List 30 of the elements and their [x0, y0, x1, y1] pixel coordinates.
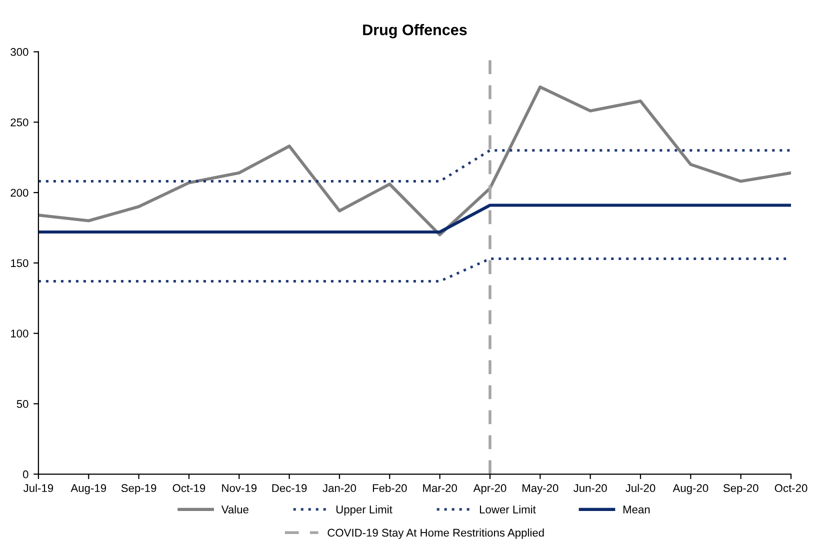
- y-tick-label: 250: [10, 118, 28, 126]
- y-tick-label: 0: [22, 470, 28, 478]
- y-tick-label: 50: [16, 400, 28, 408]
- x-tick-label: Aug-20: [672, 484, 708, 494]
- legend-label: COVID-19 Stay At Home Restritions Applied: [328, 528, 544, 539]
- chart-title: Drug Offences: [363, 24, 467, 38]
- x-tick-label: Feb-20: [372, 484, 407, 492]
- x-tick-label: Jun-20: [574, 484, 607, 492]
- x-tick-label: Oct-19: [172, 484, 206, 492]
- x-tick-label: Apr-20: [473, 484, 506, 494]
- x-tick-label: Dec-19: [272, 484, 307, 492]
- x-tick-label: Jan-20: [322, 484, 356, 492]
- legend-label: Mean: [623, 506, 650, 514]
- legend-label: Value: [221, 505, 248, 514]
- x-tick-label: May-20: [522, 484, 558, 494]
- y-tick-label: 100: [11, 330, 28, 338]
- x-tick-label: Sep-19: [121, 484, 156, 494]
- x-tick-label: Mar-20: [423, 484, 457, 492]
- y-tick-label: 150: [11, 259, 28, 268]
- y-tick-label: 300: [10, 48, 28, 56]
- x-tick-label: Nov-19: [222, 484, 257, 492]
- legend-label: Lower Limit: [480, 505, 536, 514]
- legend-label: Upper Limit: [336, 505, 392, 516]
- x-tick-label: Aug-19: [70, 484, 106, 494]
- x-tick-label: Jul-19: [23, 484, 54, 492]
- x-tick-label: Oct-20: [774, 484, 808, 492]
- x-tick-label: Jul-20: [626, 484, 656, 492]
- x-tick-label: Sep-20: [723, 484, 758, 494]
- y-tick-label: 200: [10, 188, 28, 197]
- line-series: [38, 85, 792, 236]
